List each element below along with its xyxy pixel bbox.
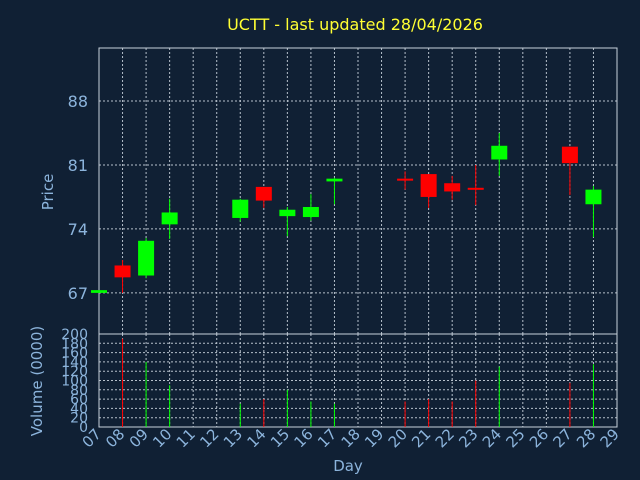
price-plot-frame — [98, 47, 618, 335]
x-tick-label: 21 — [408, 425, 434, 451]
candle-body — [420, 174, 437, 197]
x-tick-label: 25 — [502, 425, 528, 451]
volume-tick-label: 100 — [61, 374, 88, 390]
x-tick-label: 22 — [432, 425, 458, 451]
x-tick-label: 27 — [550, 425, 576, 451]
x-tick-label: 18 — [338, 425, 364, 451]
candle-body — [302, 206, 319, 218]
x-tick-labels: 0708091011121314151617181920212223242526… — [79, 425, 623, 451]
volume-tick-label: 0 — [79, 420, 88, 436]
x-tick-label: 15 — [267, 425, 293, 451]
x-tick-label: 20 — [385, 425, 411, 451]
candle-body — [114, 265, 131, 278]
x-tick-label: 10 — [149, 425, 175, 451]
candle-body — [467, 187, 484, 190]
x-tick-label: 12 — [196, 425, 222, 451]
volume-tick-label: 160 — [61, 346, 88, 362]
candle-body — [255, 186, 272, 201]
x-tick-label: 08 — [102, 425, 128, 451]
volume-tick-label: 20 — [70, 411, 88, 427]
price-tick-label: 88 — [68, 92, 88, 111]
volume-tick-label: 40 — [70, 401, 88, 417]
candle-body — [491, 145, 508, 160]
x-tick-label: 28 — [573, 425, 599, 451]
x-tick-label: 26 — [526, 425, 552, 451]
x-tick-label: 09 — [126, 425, 152, 451]
price-tick-label: 81 — [68, 156, 88, 175]
candle-body — [232, 199, 249, 218]
candle-body — [91, 290, 107, 293]
x-tick-label: 16 — [291, 425, 317, 451]
candle-body — [138, 240, 155, 276]
candle-body — [326, 178, 343, 182]
volume-axis-label: Volume (0000) — [28, 326, 46, 436]
x-tick-label: 13 — [220, 425, 246, 451]
x-tick-label: 11 — [173, 425, 199, 451]
price-tick-label: 67 — [68, 284, 88, 303]
volume-tick-label: 140 — [61, 355, 88, 371]
candle-body — [161, 212, 178, 225]
x-tick-label: 14 — [243, 425, 269, 451]
candle-body — [585, 189, 602, 205]
x-axis-label: Day — [333, 457, 363, 475]
x-tick-label: 24 — [479, 425, 505, 451]
volume-tick-label: 60 — [70, 392, 88, 408]
price-axis-label: Price — [39, 174, 57, 211]
volume-tick-label: 180 — [61, 336, 88, 352]
chart-title: UCTT - last updated 28/04/2026 — [227, 15, 483, 34]
price-tick-label: 74 — [68, 220, 88, 239]
x-tick-label: 29 — [597, 425, 623, 451]
volume-tick-label: 200 — [61, 327, 88, 343]
x-tick-label: 23 — [455, 425, 481, 451]
candle-body — [561, 146, 578, 164]
volume-tick-label: 120 — [61, 364, 88, 380]
volume-plot-frame — [98, 333, 618, 428]
candle-body — [444, 183, 461, 192]
x-tick-label: 19 — [361, 425, 387, 451]
x-tick-label: 17 — [314, 425, 340, 451]
candle-body — [397, 178, 414, 181]
volume-tick-label: 80 — [70, 383, 88, 399]
price-panel: 67 74 81 88 — [68, 47, 618, 335]
candle-body — [279, 209, 296, 217]
